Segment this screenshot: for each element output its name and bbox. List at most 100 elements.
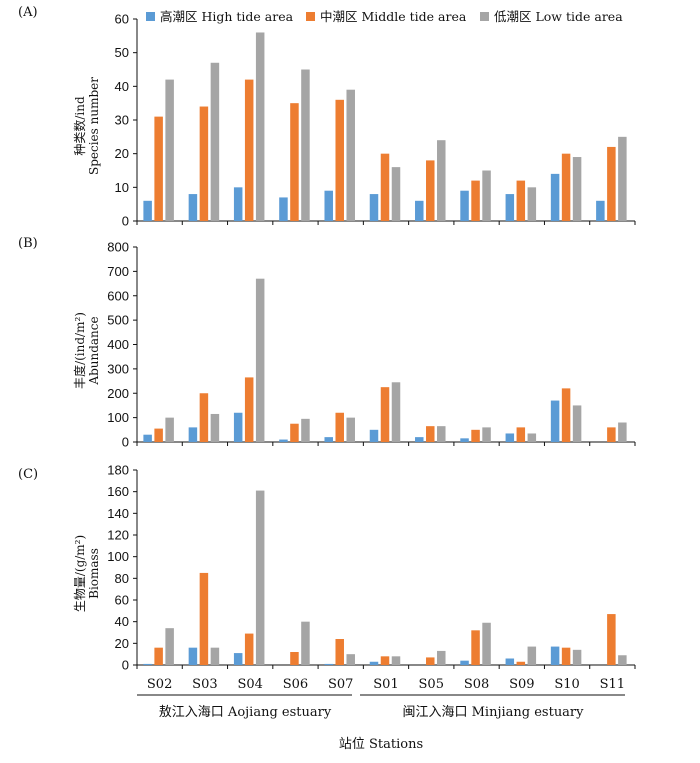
bar-s11-middle: [607, 427, 616, 443]
bar-s06-middle: [290, 652, 299, 665]
bar-s07-low: [346, 654, 355, 665]
bar-s11-high: [596, 200, 605, 221]
bar-s08-middle: [471, 630, 480, 665]
bar-s10-middle: [561, 153, 571, 221]
bar-s05-high: [415, 437, 424, 443]
bar-s04-low: [255, 32, 265, 221]
bar-s01-low: [391, 656, 401, 665]
bar-s08-high: [460, 660, 469, 665]
bar-s02-low: [165, 628, 174, 665]
bar-s07-middle: [335, 99, 344, 221]
y-tick-label: 500: [107, 313, 129, 328]
y-axis-title-en: Species number: [87, 77, 101, 175]
group-label-aojiang: 敖江入海口 Aojiang estuary: [159, 704, 332, 720]
y-tick-label: 160: [107, 484, 129, 499]
y-tick-label: 20: [115, 146, 129, 161]
y-tick-label: 0: [122, 435, 129, 450]
y-tick-label: 40: [115, 79, 129, 94]
bar-s03-high: [188, 427, 198, 443]
bar-s05-middle: [426, 426, 435, 442]
bar-s02-high: [143, 434, 152, 442]
y-axis-title-cn: 种类数/ind: [72, 96, 87, 156]
y-tick-label: 80: [115, 571, 129, 586]
bar-s05-middle: [426, 160, 435, 221]
x-tick-label: S07: [328, 677, 353, 692]
bar-s05-high: [415, 200, 424, 221]
bar-s03-middle: [199, 572, 209, 665]
bar-s03-low: [210, 647, 220, 665]
y-axis-title-en: Abundance: [87, 316, 101, 385]
legend-label-low: 低潮区 Low tide area: [494, 9, 623, 24]
bar-s09-middle: [516, 427, 526, 443]
bar-s04-low: [255, 278, 265, 442]
bar-s04-low: [255, 490, 265, 665]
bar-s02-middle: [154, 428, 163, 442]
bar-s03-low: [210, 62, 220, 221]
bar-s06-high: [279, 439, 288, 442]
bar-s01-low: [391, 167, 401, 221]
bar-s10-low: [572, 649, 582, 665]
bar-s10-high: [550, 173, 560, 221]
bar-s11-low: [618, 422, 627, 442]
bar-s09-low: [527, 187, 537, 221]
bar-s01-middle: [380, 153, 390, 221]
y-tick-label: 60: [115, 12, 129, 27]
bar-s01-middle: [380, 656, 390, 665]
y-tick-label: 100: [107, 549, 129, 564]
bar-s11-low: [618, 136, 627, 221]
x-tick-label: S08: [464, 677, 489, 692]
bar-s09-middle: [516, 180, 526, 221]
y-tick-label: 180: [107, 463, 129, 478]
bar-s07-middle: [335, 412, 344, 442]
x-category-labels: S02 S03 S04 S06 S07 S01 S05 S08 S09 S10 S11: [147, 677, 625, 692]
x-axis-label-band: 敖江入海口 Aojiang estuary 闽江入海口 Minjiang est…: [137, 694, 625, 752]
bar-s02-high: [143, 663, 152, 665]
bar-s03-middle: [199, 393, 209, 442]
bar-s04-middle: [244, 79, 254, 221]
y-tick-label: 700: [107, 264, 129, 279]
bar-s06-middle: [290, 103, 299, 221]
bar-s08-low: [482, 622, 491, 665]
bar-s07-high: [324, 190, 333, 221]
bar-s08-high: [460, 190, 469, 221]
x-tick-label: S01: [373, 677, 398, 692]
bar-s03-high: [188, 194, 198, 221]
panel-b: (B) 0 100 200 300 400 500 600 700 800 丰度/(ind/m²) A…: [18, 236, 636, 450]
y-tick-label: 60: [115, 593, 129, 608]
y-axis-title-cn: 生物量/(g/m²): [73, 535, 87, 612]
bar-s01-middle: [380, 387, 390, 442]
x-tick-label: S03: [192, 677, 217, 692]
y-tick-label: 600: [107, 288, 129, 303]
bar-s07-low: [346, 417, 355, 443]
x-axis-title: 站位 Stations: [339, 737, 423, 752]
bar-s10-middle: [561, 647, 571, 665]
y-tick-label: 40: [115, 614, 129, 629]
y-tick-label: 300: [107, 361, 129, 376]
bar-s04-middle: [244, 377, 254, 442]
y-tick-label: 100: [107, 410, 129, 425]
y-tick-label: 30: [115, 113, 129, 128]
bar-s03-high: [188, 647, 198, 665]
bar-s09-high: [505, 433, 515, 442]
x-tick-label: S05: [419, 677, 444, 692]
panel-label: (C): [18, 467, 38, 482]
bar-s08-low: [482, 427, 491, 443]
y-tick-label: 0: [122, 658, 129, 673]
y-tick-label: 200: [107, 386, 129, 401]
bar-s10-high: [550, 646, 560, 665]
legend-label-middle: 中潮区 Middle tide area: [320, 9, 467, 24]
bar-s10-low: [572, 157, 582, 221]
bar-s07-high: [324, 437, 333, 443]
panel-a: (A) 0 10 20 30 40 50 60 种类数/ind Species number: [18, 5, 636, 229]
y-tick-label: 20: [115, 636, 129, 651]
bar-s09-high: [505, 194, 515, 221]
y-tick-label: 10: [115, 180, 129, 195]
bar-s08-middle: [471, 180, 480, 221]
panel-c: (C) 0 20 40 60 80 100 120 140 160 180 生物量/(g/m²) Bio…: [18, 463, 636, 673]
bar-s04-high: [233, 653, 243, 665]
bar-s05-middle: [426, 657, 435, 665]
x-tick-label: S09: [509, 677, 534, 692]
y-tick-label: 0: [122, 214, 129, 229]
bar-s07-high: [324, 663, 333, 665]
